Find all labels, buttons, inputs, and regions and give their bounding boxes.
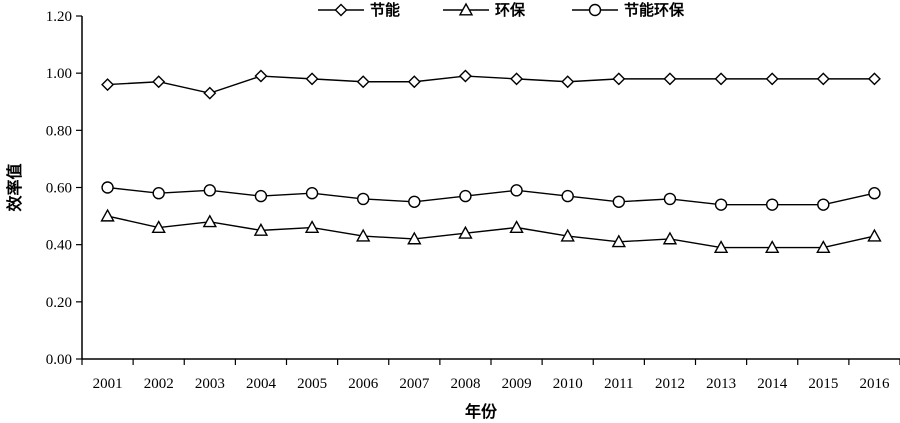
series-circle [101, 181, 881, 211]
y-tick-label: 0.20 [46, 295, 72, 311]
data-point-triangle [611, 234, 627, 248]
legend-item: 节能 [318, 1, 400, 19]
data-point-diamond [714, 72, 728, 86]
data-point-diamond [407, 75, 421, 89]
data-point-triangle [509, 220, 524, 234]
legend-marker-diamond [334, 3, 348, 17]
legend-label: 环保 [495, 1, 526, 19]
y-tick-label: 0.40 [46, 238, 72, 254]
x-tick-label: 2013 [706, 376, 736, 392]
x-tick-label: 2016 [859, 376, 890, 392]
legend-label: 节能 [370, 1, 400, 19]
x-tick-label: 2004 [246, 376, 277, 392]
data-point-triangle [100, 208, 115, 222]
data-point-triangle [304, 220, 320, 234]
data-point-diamond [765, 72, 779, 86]
data-point-triangle [816, 240, 831, 254]
x-tick-label: 2014 [757, 376, 788, 392]
data-point-triangle [151, 220, 166, 234]
data-point-circle [765, 198, 779, 211]
data-point-circle [868, 187, 881, 200]
axes: 0.00 0.20 0.40 0.60 0.80 1.00 1.20 2001 2002 2003… [46, 9, 900, 392]
x-tick-label: 2001 [93, 376, 123, 392]
y-axis-title: 效率值 [5, 163, 24, 211]
data-point-diamond [612, 72, 626, 86]
legend-label: 节能环保 [624, 1, 685, 19]
data-point-triangle [355, 228, 371, 242]
data-point-diamond [254, 69, 268, 83]
y-tick-label: 0.00 [46, 352, 72, 368]
y-tick-label: 1.20 [46, 9, 72, 25]
data-point-circle [408, 195, 421, 208]
series-diamond [101, 69, 881, 100]
data-point-triangle [560, 228, 575, 242]
data-point-diamond [152, 75, 166, 89]
data-point-triangle [253, 222, 269, 236]
data-point-diamond [305, 72, 319, 86]
x-tick-label: 2002 [144, 376, 174, 392]
data-point-diamond [458, 69, 472, 83]
data-point-circle [459, 189, 472, 203]
x-tick-label: 2003 [195, 376, 225, 392]
x-tick-label: 2006 [348, 376, 379, 392]
y-tick-label: 0.80 [46, 123, 72, 139]
data-point-circle [612, 195, 626, 208]
data-point-diamond [510, 72, 524, 86]
legend-item: 环保 [443, 1, 526, 19]
series-line [107, 75, 875, 94]
x-tick-label: 2012 [655, 376, 685, 392]
data-point-triangle [713, 240, 729, 254]
series-layer [100, 69, 882, 254]
data-point-circle [561, 189, 574, 203]
y-tick-label: 0.60 [46, 181, 72, 197]
data-point-circle [510, 184, 523, 197]
data-point-circle [203, 184, 217, 197]
series-line [107, 215, 875, 249]
series-line [107, 186, 875, 206]
data-point-circle [663, 192, 677, 206]
data-point-circle [254, 189, 268, 203]
data-point-triangle [867, 228, 882, 242]
data-point-triangle [458, 225, 473, 239]
data-point-diamond [101, 78, 115, 92]
series-triangle [100, 208, 882, 254]
legend-item: 节能环保 [572, 1, 685, 19]
data-point-diamond [867, 72, 881, 86]
data-point-circle [305, 187, 319, 200]
x-axis-title: 年份 [465, 402, 498, 421]
x-tick-label: 2010 [553, 376, 583, 392]
data-point-diamond [816, 72, 830, 86]
data-point-triangle [202, 214, 218, 228]
data-point-triangle [662, 231, 678, 245]
data-point-circle [714, 198, 728, 211]
x-tick-label: 2009 [502, 376, 532, 392]
legend-marker-triangle [458, 2, 474, 16]
y-tick-label: 1.00 [46, 66, 72, 82]
legend: 节能 环保 节能环保 [318, 1, 685, 19]
data-point-circle [817, 198, 830, 211]
x-tick-label: 2005 [297, 376, 327, 392]
data-point-circle [356, 192, 370, 206]
data-point-diamond [356, 75, 370, 89]
data-point-triangle [407, 231, 422, 245]
data-point-diamond [203, 86, 217, 100]
x-tick-label: 2011 [604, 376, 633, 392]
x-tick-label: 2015 [808, 376, 838, 392]
data-point-diamond [663, 72, 677, 86]
data-point-circle [152, 187, 165, 200]
legend-marker-circle [588, 3, 602, 17]
x-tick-label: 2008 [450, 376, 480, 392]
data-point-circle [101, 181, 114, 194]
data-point-diamond [561, 75, 575, 89]
x-tick-label: 2007 [399, 376, 430, 392]
data-point-triangle [764, 240, 780, 254]
